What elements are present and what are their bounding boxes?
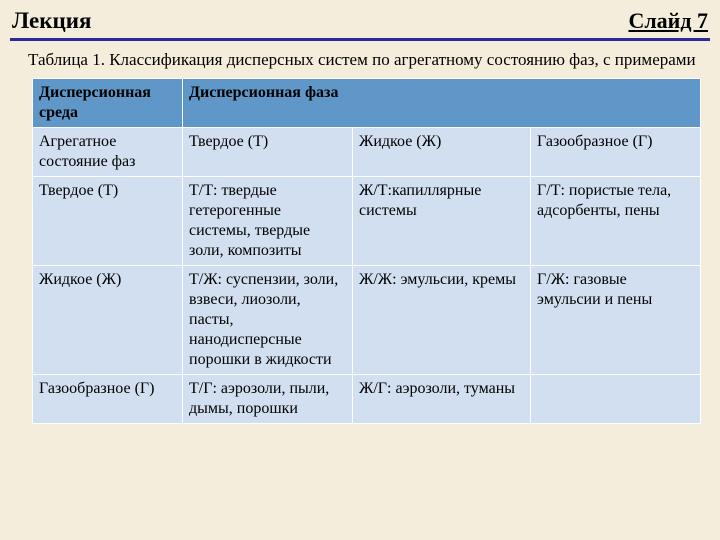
cell-zhg: Ж/Г: аэрозоли, туманы xyxy=(353,375,531,424)
table-row: Твердое (Т) Т/Т: твердые гетерогенные си… xyxy=(33,177,701,266)
cell-state-label: Агрегатное состояние фаз xyxy=(33,128,183,177)
cell-row-solid-label: Твердое (Т) xyxy=(33,177,183,266)
cell-tt: Т/Т: твердые гетерогенные системы, тверд… xyxy=(183,177,353,266)
slide-header: Лекция Слайд 7 xyxy=(10,6,710,41)
cell-tzh: Т/Ж: суспензии, золи, взвеси, лиозоли, п… xyxy=(183,266,353,375)
cell-col-gas: Газообразное (Г) xyxy=(531,128,701,177)
table-row: Жидкое (Ж) Т/Ж: суспензии, золи, взвеси,… xyxy=(33,266,701,375)
cell-tg: Т/Г: аэрозоли, пыли, дымы, порошки xyxy=(183,375,353,424)
cell-zhzh: Ж/Ж: эмульсии, кремы xyxy=(353,266,531,375)
hdr-medium: Дисперсионная среда xyxy=(33,79,183,128)
cell-col-solid: Твердое (Т) xyxy=(183,128,353,177)
cell-gzh: Г/Ж: газовые эмульсии и пены xyxy=(531,266,701,375)
cell-col-liquid: Жидкое (Ж) xyxy=(353,128,531,177)
classification-table: Дисперсионная среда Дисперсионная фаза А… xyxy=(32,78,701,424)
slide: Лекция Слайд 7 Таблица 1. Классификация … xyxy=(0,0,720,540)
table-caption: Таблица 1. Классификация дисперсных сист… xyxy=(10,49,710,78)
cell-row-liquid-label: Жидкое (Ж) xyxy=(33,266,183,375)
cell-zht: Ж/Т:капиллярные системы xyxy=(353,177,531,266)
header-right: Слайд 7 xyxy=(628,8,708,34)
cell-row-gas-label: Газообразное (Г) xyxy=(33,375,183,424)
header-left: Лекция xyxy=(12,8,91,34)
cell-gg xyxy=(531,375,701,424)
cell-gt: Г/Т: пористые тела, адсорбенты, пены xyxy=(531,177,701,266)
table-header-row: Дисперсионная среда Дисперсионная фаза xyxy=(33,79,701,128)
table-row: Газообразное (Г) Т/Г: аэрозоли, пыли, ды… xyxy=(33,375,701,424)
table-row: Агрегатное состояние фаз Твердое (Т) Жид… xyxy=(33,128,701,177)
hdr-phase: Дисперсионная фаза xyxy=(183,79,701,128)
